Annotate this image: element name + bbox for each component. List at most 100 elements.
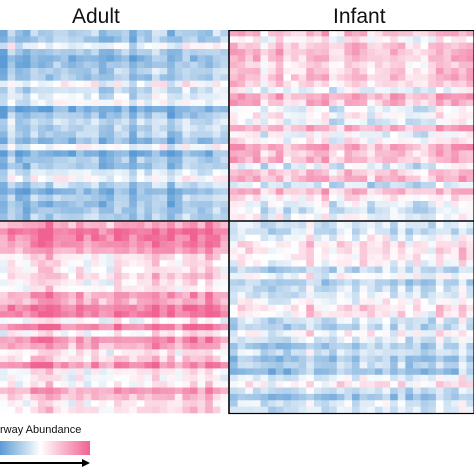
heatmap-cell	[230, 61, 238, 69]
heatmap-cell	[336, 207, 345, 214]
heatmap-cell	[466, 374, 474, 382]
heatmap-cell	[321, 74, 330, 81]
heatmap-cell	[382, 30, 391, 37]
heatmap-cell	[237, 272, 246, 280]
heatmap-cell	[374, 36, 383, 43]
heatmap-cell	[390, 317, 399, 325]
heatmap-cell	[245, 241, 254, 248]
heatmap-cell	[220, 207, 229, 214]
heatmap-cell	[53, 266, 62, 274]
heatmap-cell	[435, 330, 444, 337]
heatmap-cell	[237, 68, 246, 75]
heatmap-cell	[420, 207, 429, 214]
heatmap-cell	[306, 188, 315, 195]
heatmap-cell	[212, 285, 221, 293]
heatmap-cell	[336, 260, 345, 267]
heatmap-cell	[182, 381, 191, 388]
heatmap-cell	[245, 279, 254, 286]
heatmap-cell	[435, 349, 444, 356]
heatmap-cell	[76, 80, 84, 88]
heatmap-cell	[91, 137, 100, 145]
heatmap-cell	[190, 355, 198, 363]
heatmap-cell	[197, 387, 206, 395]
heatmap-cell	[136, 150, 145, 157]
heatmap-cell	[268, 272, 277, 280]
heatmap-cell	[413, 125, 421, 132]
heatmap-cell	[237, 30, 246, 37]
heatmap-cell	[174, 144, 183, 151]
heatmap-cell	[298, 112, 307, 119]
heatmap-cell	[45, 285, 54, 293]
heatmap-cell	[260, 137, 269, 145]
heatmap-cell	[159, 342, 168, 350]
heatmap-cell	[15, 387, 24, 395]
heatmap-cell	[428, 311, 437, 318]
heatmap-cell	[306, 125, 315, 132]
heatmap-cell	[428, 298, 437, 306]
heatmap-cell	[390, 137, 399, 145]
heatmap-cell	[397, 406, 406, 414]
heatmap-cell	[68, 304, 77, 312]
heatmap-cell	[76, 260, 84, 267]
heatmap-cell	[466, 253, 474, 261]
heatmap-cell	[458, 272, 467, 280]
heatmap-cell	[152, 137, 160, 145]
heatmap-cell	[174, 336, 183, 344]
heatmap-cell	[252, 381, 261, 388]
heatmap-cell	[76, 387, 84, 395]
heatmap-cell	[144, 381, 153, 388]
heatmap-cell	[397, 93, 406, 100]
heatmap-cell	[76, 241, 84, 248]
heatmap-cell	[359, 272, 368, 280]
heatmap-cell	[106, 194, 115, 202]
heatmap-cell	[268, 137, 277, 145]
heatmap-cell	[136, 292, 145, 299]
heatmap-cell	[91, 393, 100, 401]
heatmap-cell	[121, 387, 130, 395]
heatmap-cell	[344, 393, 353, 401]
heatmap-cell	[197, 317, 206, 325]
heatmap-cell	[38, 93, 46, 100]
heatmap-cell	[38, 112, 46, 119]
heatmap-cell	[382, 393, 391, 401]
heatmap-cell	[435, 118, 444, 126]
heatmap-cell	[91, 144, 100, 151]
heatmap-cell	[197, 374, 206, 382]
heatmap-cell	[212, 201, 221, 208]
heatmap-cell	[106, 323, 115, 331]
heatmap-cell	[435, 247, 444, 255]
heatmap-cell	[45, 30, 54, 37]
heatmap-cell	[182, 241, 191, 248]
heatmap-cell	[190, 317, 198, 325]
heatmap-cell	[230, 68, 238, 75]
heatmap-cell	[167, 156, 176, 164]
heatmap-cell	[60, 374, 69, 382]
heatmap-cell	[212, 169, 221, 176]
heatmap-cell	[220, 201, 229, 208]
heatmap-cell	[83, 93, 92, 100]
heatmap-cell	[91, 285, 100, 293]
heatmap-cell	[152, 304, 160, 312]
heatmap-cell	[382, 144, 391, 151]
heatmap-cell	[190, 68, 198, 75]
heatmap-cell	[275, 272, 284, 280]
heatmap-cell	[313, 406, 322, 414]
heatmap-cell	[167, 144, 176, 151]
heatmap-cell	[275, 311, 284, 318]
heatmap-cell	[420, 156, 429, 164]
heatmap-cell	[329, 131, 338, 138]
heatmap-cell	[458, 266, 467, 274]
heatmap-cell	[15, 144, 24, 151]
heatmap-cell	[60, 201, 69, 208]
heatmap-cell	[121, 381, 130, 388]
heatmap-cell	[390, 118, 399, 126]
heatmap-cell	[390, 55, 399, 62]
heatmap-cell	[329, 368, 338, 376]
heatmap-cell	[98, 182, 107, 189]
heatmap-cell	[451, 330, 460, 337]
heatmap-cell	[76, 36, 84, 43]
heatmap-cell	[382, 194, 391, 202]
heatmap-cell	[374, 49, 383, 56]
heatmap-cell	[420, 342, 429, 350]
heatmap-cell	[268, 42, 277, 50]
